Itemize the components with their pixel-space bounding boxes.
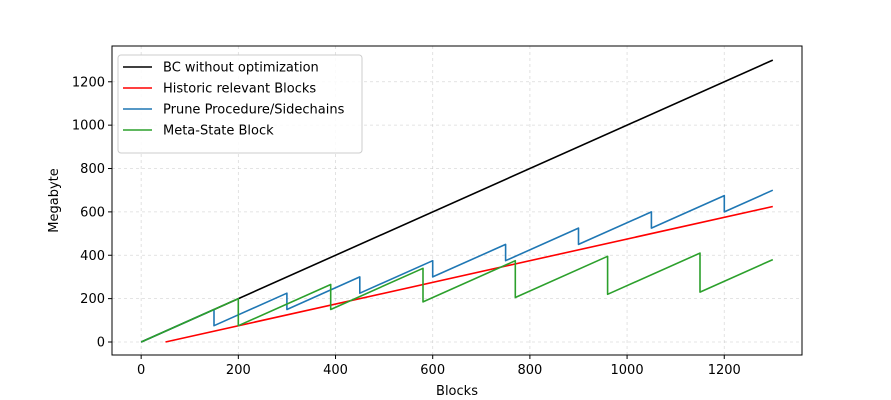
plot-frame: [111, 45, 803, 356]
x-tick-label: 400: [323, 363, 348, 378]
series-lines: [140, 59, 774, 343]
y-tick-label: 200: [80, 292, 105, 307]
x-tick-label: 0: [137, 363, 145, 378]
y-tick-label: 600: [80, 205, 105, 220]
x-tick-label: 200: [226, 363, 251, 378]
x-tick-label: 1000: [611, 363, 644, 378]
legend-box: [117, 54, 363, 154]
series-line-1: [140, 59, 774, 343]
y-tick-label: 1000: [72, 119, 105, 134]
legend: BC without optimization Historic relevant…: [117, 54, 363, 154]
x-tick-label: 600: [420, 363, 445, 378]
series-line-3: [140, 189, 774, 343]
legend-label: BC without optimization: [163, 61, 319, 76]
x-tick-label: 800: [517, 363, 542, 378]
legend-label: Prune Procedure/Sidechains: [163, 103, 345, 118]
y-axis-label: Megabyte: [47, 168, 62, 232]
legend-label: Meta-State Block: [163, 124, 274, 139]
legend-label: Historic relevant Blocks: [163, 82, 316, 97]
y-tick-label: 400: [80, 249, 105, 264]
x-axis-label: Blocks: [436, 384, 478, 399]
series-line-4: [140, 252, 774, 343]
series-line-2: [165, 205, 773, 343]
axis-ticks: 0 200 400 600 800 1000 1200 0 200 400 600 800 1000 12…: [72, 75, 741, 378]
y-tick-label: 0: [97, 335, 105, 350]
x-tick-label: 1200: [708, 363, 741, 378]
y-tick-label: 1200: [72, 75, 105, 90]
y-tick-label: 800: [80, 162, 105, 177]
